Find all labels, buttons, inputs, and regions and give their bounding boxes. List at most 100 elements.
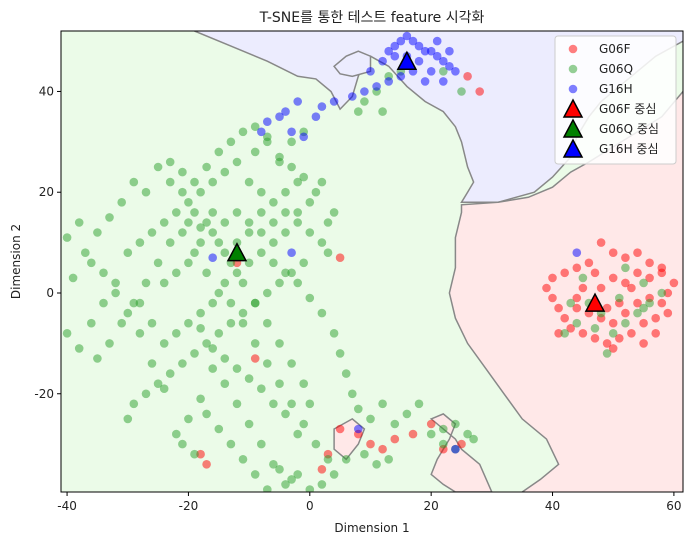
point-g06q-23 <box>299 258 309 268</box>
point-g06q-75 <box>99 298 108 308</box>
x-tick-label-5: 60 <box>666 499 681 513</box>
point-g16h-0 <box>366 67 375 76</box>
point-g06q-9 <box>172 208 181 217</box>
point-g06f-54 <box>378 444 387 454</box>
y-tick-label-0: -20 <box>34 387 54 401</box>
point-g16h-40 <box>287 248 296 257</box>
point-g06q-152 <box>305 485 315 492</box>
point-g06f-43 <box>651 329 660 338</box>
point-g06f-59 <box>317 465 327 474</box>
point-g06q-143 <box>469 434 478 444</box>
point-g06f-17 <box>602 339 612 348</box>
point-g06q-164 <box>208 344 217 353</box>
point-g06q-225 <box>578 273 588 283</box>
point-g06q-208 <box>250 147 260 157</box>
point-g06f-22 <box>657 298 667 308</box>
plot-frame <box>60 30 684 493</box>
point-g06q-212 <box>560 329 569 338</box>
point-g06q-133 <box>354 404 363 414</box>
point-g06q-188 <box>220 248 230 257</box>
point-g06q-57 <box>311 439 321 449</box>
point-g06q-60 <box>281 480 290 489</box>
point-g06q-29 <box>226 318 236 328</box>
point-g06q-59 <box>293 470 303 479</box>
cluster-centers <box>226 50 606 312</box>
point-g06q-109 <box>196 308 205 318</box>
point-g06q-180 <box>214 238 224 247</box>
point-g06f-36 <box>608 318 618 328</box>
point-g16h-37 <box>445 46 454 56</box>
point-g06q-64 <box>232 399 242 409</box>
point-g06q-115 <box>159 278 169 288</box>
point-g06q-34 <box>165 369 175 378</box>
point-g06q-137 <box>402 409 412 419</box>
point-g06f-30 <box>596 283 606 293</box>
point-g16h-8 <box>420 46 430 56</box>
point-g06q-146 <box>384 455 394 464</box>
point-g06q-171 <box>293 429 303 439</box>
point-g06q-12 <box>208 177 217 187</box>
point-g06f-8 <box>560 268 569 278</box>
point-g06q-118 <box>196 238 205 247</box>
point-g06f-47 <box>663 308 673 318</box>
point-g06q-158 <box>226 439 236 449</box>
point-g16h-35 <box>390 51 400 61</box>
point-g16h-10 <box>432 51 442 61</box>
point-g06q-71 <box>147 359 157 368</box>
point-g06q-198 <box>360 97 369 106</box>
point-g06f-3 <box>633 248 642 257</box>
point-g06q-44 <box>153 258 163 268</box>
point-g06q-125 <box>281 268 290 278</box>
point-g06f-66 <box>457 439 466 449</box>
point-g06q-192 <box>269 218 278 227</box>
point-g06q-113 <box>147 318 157 328</box>
point-g06f-57 <box>335 424 345 434</box>
point-g06f-2 <box>621 253 630 262</box>
point-g06q-86 <box>153 162 163 172</box>
legend-marker-0 <box>568 44 578 54</box>
point-g06f-55 <box>366 439 375 449</box>
point-g06q-181 <box>202 218 211 227</box>
point-g16h-5 <box>402 31 412 41</box>
point-g06q-100 <box>305 198 315 207</box>
point-g06f-49 <box>463 72 472 81</box>
point-g06f-42 <box>602 303 612 313</box>
point-g16h-30 <box>263 117 272 126</box>
point-g06q-174 <box>287 359 296 368</box>
point-g06q-67 <box>196 394 205 404</box>
point-g06f-50 <box>475 87 485 96</box>
point-g06f-44 <box>639 339 648 348</box>
point-g16h-20 <box>396 72 406 81</box>
point-g06q-166 <box>232 364 242 373</box>
point-g16h-32 <box>287 127 296 137</box>
x-tick-label-2: 0 <box>306 499 314 513</box>
point-g06q-56 <box>299 419 309 429</box>
legend-marker-2 <box>568 84 578 94</box>
point-g06q-165 <box>220 354 230 363</box>
point-g06q-222 <box>602 349 612 358</box>
point-g06q-24 <box>287 268 296 278</box>
point-g16h-38 <box>572 248 582 257</box>
point-g06q-149 <box>341 455 351 464</box>
point-g06q-11 <box>196 187 205 197</box>
point-g06f-52 <box>408 429 418 439</box>
point-g06q-221 <box>639 278 648 288</box>
point-g06q-81 <box>93 228 102 237</box>
point-g16h-12 <box>445 62 454 71</box>
point-g06q-186 <box>196 223 205 232</box>
point-g06q-162 <box>178 439 187 449</box>
point-g06q-130 <box>335 349 345 358</box>
point-g06f-53 <box>390 434 400 444</box>
point-g06q-30 <box>214 329 224 338</box>
point-g06f-28 <box>621 278 630 288</box>
point-g06q-228 <box>615 293 624 303</box>
point-g06q-226 <box>621 263 630 273</box>
point-g06q-123 <box>257 228 266 237</box>
point-g06f-46 <box>572 303 582 313</box>
point-g06q-195 <box>317 177 327 187</box>
point-g06q-39 <box>93 354 102 363</box>
point-g06q-31 <box>202 339 211 348</box>
y-axis-label: Dimension 2 <box>9 224 23 299</box>
point-g06q-110 <box>184 318 193 328</box>
